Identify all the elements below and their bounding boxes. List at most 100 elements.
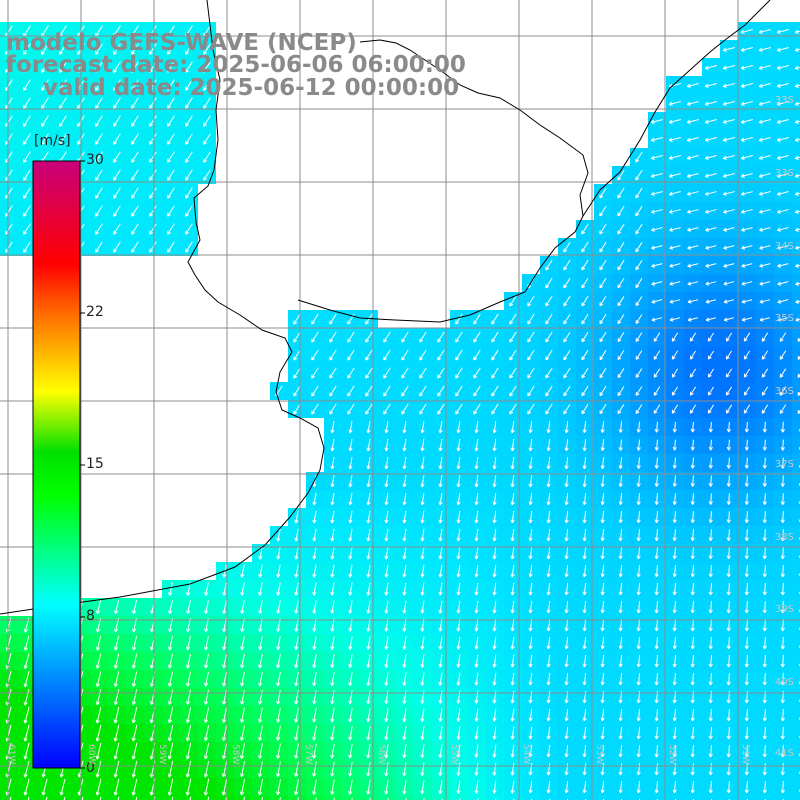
wind-cell: [360, 796, 378, 800]
wind-arrow: [149, 97, 157, 109]
lon-label: 54W: [521, 744, 531, 765]
wind-cell: [792, 688, 800, 706]
wind-arrow: [149, 43, 157, 55]
wind-arrow: [113, 61, 121, 73]
wind-cell: [792, 94, 800, 112]
wind-arrow: [203, 79, 211, 91]
wind-arrow: [794, 137, 800, 142]
wind-arrow: [723, 227, 735, 232]
wind-arrow: [113, 151, 121, 163]
lon-label: 61W: [6, 744, 16, 765]
wind-arrow: [131, 97, 139, 109]
wind-cell: [306, 796, 324, 800]
wind-cell: [792, 292, 800, 310]
wind-arrow: [740, 119, 753, 124]
wind-cell: [756, 796, 774, 800]
wind-arrow: [617, 259, 625, 271]
wind-cell: [432, 796, 450, 800]
wind-arrow: [758, 155, 771, 160]
wind-arrow: [723, 299, 735, 304]
wind-cell: [252, 796, 270, 800]
wind-arrow: [777, 281, 789, 286]
wind-arrow: [686, 137, 699, 142]
wind-arrow: [758, 101, 771, 106]
wind-arrow: [581, 241, 589, 253]
wind-arrow: [741, 281, 753, 286]
wind-arrow: [149, 223, 157, 235]
wind-arrow: [23, 205, 31, 217]
wind-arrow: [723, 263, 735, 268]
wind-arrow: [95, 61, 103, 73]
wind-arrow: [686, 173, 699, 178]
wind-cell: [180, 796, 198, 800]
wind-arrow: [651, 299, 663, 304]
lon-label: 56W: [376, 744, 386, 765]
wind-cell: [486, 796, 504, 800]
wind-arrow: [41, 115, 49, 127]
wind-cell: [792, 436, 800, 454]
lat-label: 41S: [774, 748, 794, 759]
wind-arrow: [23, 223, 31, 235]
wind-arrow: [686, 83, 699, 88]
wind-arrow: [23, 133, 31, 145]
wind-cell: [612, 796, 630, 800]
wind-cell: [792, 508, 800, 526]
wind-arrow: [722, 47, 735, 52]
wind-arrow: [113, 205, 121, 217]
lat-label: 37S: [774, 459, 794, 470]
wind-cell: [792, 256, 800, 274]
wind-arrow: [203, 61, 211, 73]
lat-label: 39S: [774, 604, 794, 615]
wind-arrow: [759, 209, 771, 214]
wind-arrow: [185, 43, 193, 55]
wind-arrow: [669, 227, 681, 232]
wind-arrow: [758, 47, 771, 52]
wind-arrow: [687, 209, 699, 214]
wind-arrow: [650, 155, 663, 160]
wind-cell: [792, 328, 800, 346]
wind-arrow: [95, 115, 103, 127]
wind-arrow: [149, 169, 157, 181]
wind-arrow: [563, 259, 571, 271]
wind-arrow: [635, 151, 643, 163]
wind-cell: [126, 796, 144, 800]
wind-arrow: [635, 205, 643, 217]
wind-arrow: [599, 187, 607, 199]
lat-label: 34S: [774, 241, 794, 252]
wind-cell: [594, 796, 612, 800]
lat-label: 38S: [774, 532, 794, 543]
wind-arrow: [776, 101, 789, 106]
wind-arrow: [599, 295, 607, 307]
wind-arrow: [95, 187, 103, 199]
wind-arrow: [167, 61, 175, 73]
wind-arrow: [758, 83, 771, 88]
wind-arrow: [113, 133, 121, 145]
wind-arrow: [113, 169, 121, 181]
wind-arrow: [185, 97, 193, 109]
wind-arrow: [687, 191, 699, 196]
wind-arrow: [113, 223, 121, 235]
wind-cell: [792, 598, 800, 616]
wind-arrow: [95, 241, 103, 253]
wind-cell: [792, 130, 800, 148]
wind-arrow: [794, 47, 800, 52]
wind-arrow: [581, 223, 589, 235]
wind-arrow: [669, 281, 681, 286]
wind-arrow: [668, 119, 681, 124]
wind-arrow: [185, 151, 193, 163]
wind-cell: [630, 796, 648, 800]
wind-arrow: [113, 97, 121, 109]
wind-arrow: [758, 65, 771, 70]
wind-cell: [648, 796, 666, 800]
wind-arrow: [635, 187, 643, 199]
wind-arrow: [563, 277, 571, 289]
wind-cell: [792, 472, 800, 490]
lon-label: 53W: [594, 744, 604, 765]
wind-arrow: [149, 205, 157, 217]
wind-arrow: [617, 296, 625, 307]
wind-arrow: [599, 205, 607, 217]
lon-label: 57W: [303, 744, 313, 765]
wind-cell: [792, 22, 800, 40]
wind-arrow: [455, 313, 463, 325]
wind-arrow: [686, 155, 699, 160]
